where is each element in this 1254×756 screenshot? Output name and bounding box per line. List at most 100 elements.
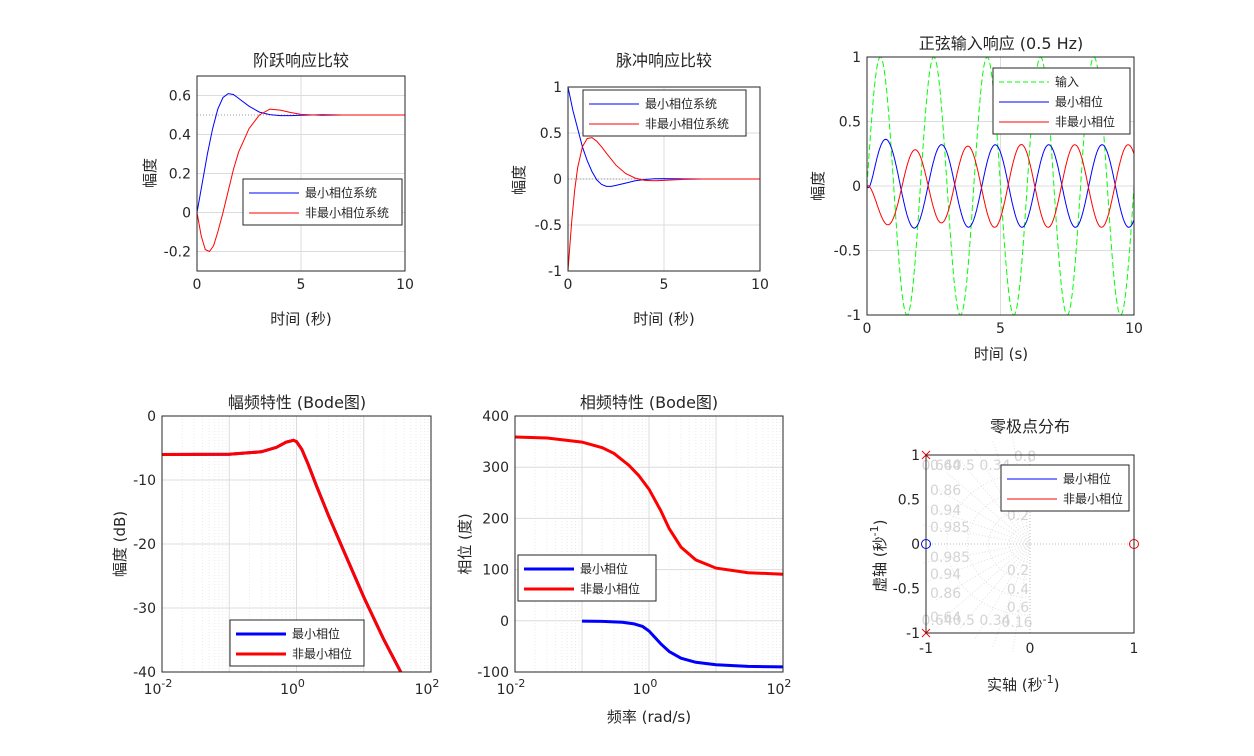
damping-ray bbox=[946, 472, 1031, 545]
legend-label: 最小相位 bbox=[1063, 471, 1111, 486]
frequency-arc bbox=[946, 472, 1031, 616]
legend-box bbox=[242, 178, 403, 226]
y-tick-label: -30 bbox=[133, 601, 156, 617]
x-tick-label: 102 bbox=[767, 677, 792, 698]
y-tick-label: -40 bbox=[133, 665, 156, 681]
y-tick-label: 1 bbox=[911, 448, 920, 464]
y-tick-label: 1 bbox=[553, 80, 562, 96]
x-tick-label: 5 bbox=[297, 277, 306, 293]
x-tick-label: 10 bbox=[751, 277, 769, 293]
y-axis-label: 幅度 bbox=[510, 165, 528, 195]
legend-label: 最小相位 bbox=[1055, 94, 1103, 109]
y-tick-label: -0.5 bbox=[834, 244, 861, 260]
y-tick-label: -1 bbox=[906, 626, 920, 642]
y-tick-label: -0.2 bbox=[164, 245, 191, 261]
impulse-response-chart: 脉冲响应比较 时间 (秒) 幅度 0 5 10 -1 -0.5 0 0.5 1 最小相位系统非最… bbox=[510, 51, 769, 328]
chart-title: 相频特性 (Bode图) bbox=[580, 393, 718, 412]
y-tick-label: 0.5 bbox=[839, 115, 861, 131]
legend-box bbox=[992, 67, 1131, 135]
x-tick-label: 0 bbox=[863, 321, 872, 337]
y-tick-label: 300 bbox=[482, 460, 509, 476]
x-tick-exponent: 2 bbox=[432, 677, 439, 690]
y-tick-label: -1 bbox=[847, 308, 861, 324]
legend-label: 最小相位系统 bbox=[645, 96, 717, 111]
y-tick-label: 0 bbox=[553, 172, 562, 188]
series-line bbox=[581, 619, 784, 669]
y-tick-label: -0.5 bbox=[893, 582, 920, 598]
x-tick-label: -1 bbox=[919, 641, 933, 657]
x-tick-label: 5 bbox=[660, 277, 669, 293]
x-tick-label: 100 bbox=[280, 677, 305, 698]
step-response-chart: 阶跃响应比较 时间 (秒) 幅度 0 5 10-0.200.20.40.6最小相位系… bbox=[141, 51, 414, 328]
y-axis-label: 幅度 bbox=[809, 171, 827, 201]
damping-ray bbox=[935, 487, 1031, 545]
damping-label: 0.94 bbox=[930, 503, 961, 519]
legend-box bbox=[229, 619, 365, 667]
y-tick-label: 0.6 bbox=[169, 89, 191, 105]
frequency-label: 0.4 bbox=[1007, 582, 1029, 598]
x-axis-label: 时间 (s) bbox=[974, 345, 1028, 363]
damping-ray bbox=[959, 543, 1031, 629]
y-tick-label: -1 bbox=[548, 264, 562, 280]
frequency-label-top: 0.8 bbox=[1014, 449, 1036, 465]
legend-label: 非最小相位 bbox=[1055, 114, 1115, 129]
damping-label: 0.64 bbox=[930, 458, 961, 474]
x-tick-exponent: 2 bbox=[784, 677, 791, 690]
damping-label-top: 0.640.5 0.34 bbox=[921, 458, 1010, 474]
legend-label: 最小相位 bbox=[580, 561, 628, 576]
damping-label: 0.86 bbox=[930, 483, 961, 499]
y-tick-label: -20 bbox=[133, 537, 156, 553]
x-tick-label: 5 bbox=[996, 321, 1005, 337]
legend-box bbox=[517, 554, 657, 602]
frequency-arc bbox=[1008, 525, 1031, 563]
y-axis-label-end: ) bbox=[871, 520, 889, 526]
bode-magnitude-chart: 幅频特性 (Bode图) 幅度 (dB) 10-2 100 102-40-30-20… bbox=[111, 393, 440, 698]
series-line bbox=[866, 143, 1135, 228]
legend-label: 非最小相位 bbox=[292, 646, 352, 661]
damping-ray bbox=[935, 543, 1031, 601]
x-tick-label: 10 bbox=[1125, 321, 1143, 337]
x-axis-label-end: ) bbox=[1054, 676, 1060, 694]
x-tick-exponent: 0 bbox=[298, 677, 305, 690]
sine-response-chart: 正弦输入响应 (0.5 Hz) 时间 (s) 幅度 0 5 10 -1 -0.5 0 0.5… bbox=[809, 34, 1143, 363]
y-tick-label: 0.5 bbox=[898, 493, 920, 509]
series-line bbox=[162, 438, 403, 672]
x-tick-exponent: 0 bbox=[650, 677, 657, 690]
y-axis-label-main: 虚轴 (秒 bbox=[871, 536, 889, 592]
y-tick-label: 0 bbox=[147, 409, 156, 425]
x-tick-label: 0 bbox=[193, 277, 202, 293]
series-line bbox=[196, 93, 405, 213]
bode-phase-chart: 相频特性 (Bode图) 频率 (rad/s) 相位 (度) 10-2 100 10… bbox=[456, 393, 791, 726]
x-tick-exponent: -2 bbox=[161, 677, 172, 690]
damping-ray bbox=[921, 524, 1031, 545]
y-tick-label: 0 bbox=[182, 206, 191, 222]
x-tick-label: 10 bbox=[396, 277, 414, 293]
y-axis-label: 幅度 bbox=[141, 158, 159, 188]
damping-label: 0.985 bbox=[930, 520, 970, 536]
x-tick-label: 102 bbox=[415, 677, 440, 698]
damping-label-bottom: 0.640.5 0.34 bbox=[921, 613, 1010, 629]
legend-box bbox=[1000, 464, 1130, 512]
chart-title: 幅频特性 (Bode图) bbox=[228, 393, 366, 412]
y-axis-label: 相位 (度) bbox=[456, 513, 474, 574]
series-line bbox=[567, 137, 760, 272]
plot-frame bbox=[161, 415, 432, 673]
frequency-arc bbox=[967, 490, 1031, 598]
plot-frame bbox=[866, 56, 1135, 316]
y-tick-label: 400 bbox=[482, 409, 509, 425]
legend-label: 非最小相位系统 bbox=[305, 205, 389, 220]
x-axis-label: 频率 (rad/s) bbox=[607, 708, 691, 726]
y-tick-label: 0 bbox=[500, 614, 509, 630]
legend-label: 输入 bbox=[1055, 74, 1079, 89]
legend-label: 非最小相位 bbox=[580, 581, 640, 596]
y-tick-label: 0.4 bbox=[169, 128, 191, 144]
y-tick-label: -10 bbox=[133, 473, 156, 489]
x-axis-label-main: 实轴 (秒 bbox=[987, 676, 1043, 694]
frequency-arc bbox=[987, 507, 1031, 581]
y-tick-label: 0 bbox=[852, 179, 861, 195]
y-tick-label: 0.2 bbox=[169, 167, 191, 183]
y-tick-label: 0 bbox=[911, 537, 920, 553]
damping-label: 0.94 bbox=[930, 567, 961, 583]
plot-frame bbox=[925, 454, 1135, 634]
